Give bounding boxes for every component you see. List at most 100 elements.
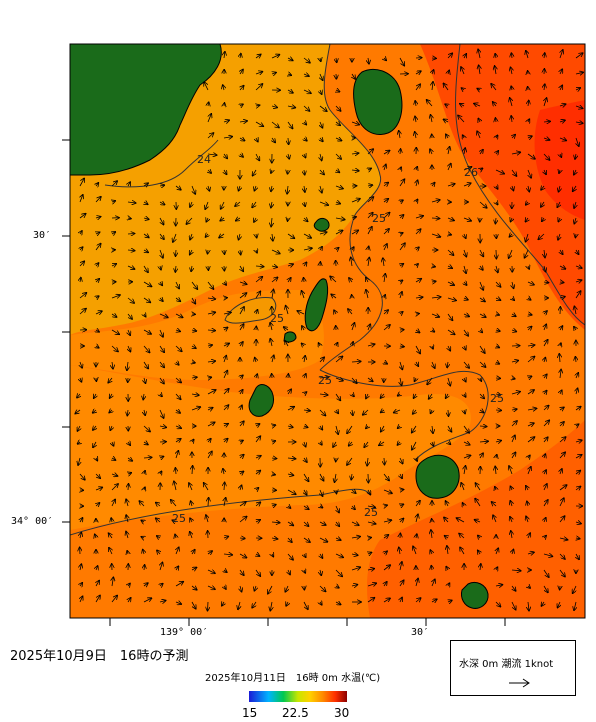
current-arrow	[95, 534, 96, 538]
current-arrow	[491, 84, 497, 91]
current-arrow	[528, 314, 532, 315]
current-arrow	[512, 330, 516, 332]
current-arrow	[575, 471, 580, 475]
current-arrow	[463, 442, 470, 445]
current-arrow	[559, 170, 560, 173]
current-arrow	[368, 246, 369, 250]
current-arrow	[575, 455, 582, 458]
current-arrow	[287, 426, 293, 427]
current-arrow	[364, 441, 368, 447]
current-arrow	[351, 257, 352, 267]
current-arrow	[255, 266, 264, 267]
current-arrow	[223, 343, 229, 346]
current-arrow	[480, 378, 481, 381]
current-arrow	[304, 122, 306, 125]
current-arrow	[272, 425, 275, 426]
current-arrow	[544, 454, 545, 458]
current-arrow	[559, 354, 560, 363]
current-arrow	[336, 410, 338, 413]
current-arrow	[110, 394, 112, 398]
current-arrow	[191, 586, 197, 590]
current-arrow	[511, 421, 517, 427]
current-arrow	[351, 554, 358, 555]
current-arrow	[96, 330, 99, 332]
current-arrow	[383, 565, 390, 571]
lat-label-30min: 30′	[33, 230, 52, 241]
current-arrow	[160, 394, 162, 396]
current-arrow	[80, 195, 83, 203]
current-arrow	[143, 329, 151, 334]
current-arrow	[384, 310, 388, 314]
current-arrow	[575, 486, 581, 490]
current-arrow	[304, 218, 308, 221]
current-arrow	[157, 536, 160, 538]
current-arrow	[112, 232, 115, 234]
current-arrow	[398, 426, 400, 428]
current-arrow	[496, 346, 499, 348]
current-arrow	[512, 435, 515, 443]
current-arrow	[431, 314, 439, 317]
current-arrow	[191, 501, 192, 507]
current-arrow	[127, 297, 134, 303]
current-arrow	[463, 135, 464, 138]
current-arrow	[160, 562, 163, 571]
current-arrow	[383, 229, 389, 235]
current-arrow	[287, 106, 295, 108]
current-arrow	[156, 518, 160, 522]
current-arrow	[95, 311, 102, 314]
current-arrow	[80, 533, 81, 539]
current-arrow	[415, 116, 416, 123]
current-arrow	[415, 216, 423, 218]
current-arrow	[127, 361, 128, 370]
current-arrow	[207, 281, 214, 289]
current-arrow	[478, 49, 480, 59]
current-arrow	[111, 181, 117, 187]
current-arrow	[96, 346, 99, 348]
current-arrow	[352, 323, 355, 331]
current-arrow	[271, 170, 272, 173]
current-arrow	[190, 249, 192, 255]
current-arrow	[112, 201, 115, 202]
current-arrow	[573, 185, 576, 191]
current-arrow	[560, 407, 564, 410]
current-arrow	[287, 458, 296, 459]
current-arrow	[510, 501, 512, 507]
current-arrow	[224, 536, 228, 538]
current-arrow	[271, 121, 279, 128]
current-arrow	[160, 266, 161, 270]
current-arrow	[288, 278, 291, 282]
current-arrow	[160, 298, 163, 301]
current-arrow	[574, 217, 576, 224]
current-arrow	[495, 601, 501, 607]
current-arrow	[560, 282, 564, 283]
current-arrow	[208, 185, 210, 191]
current-arrow	[576, 373, 578, 379]
current-arrow	[96, 566, 98, 570]
current-arrow	[544, 536, 546, 538]
current-arrow	[288, 389, 291, 395]
current-arrow	[320, 90, 322, 94]
current-arrow	[478, 550, 480, 554]
current-arrow	[192, 297, 195, 304]
current-arrow	[574, 306, 576, 315]
current-arrow	[192, 346, 196, 348]
current-arrow	[319, 585, 326, 591]
current-arrow	[525, 218, 528, 222]
current-arrow	[191, 407, 200, 410]
current-arrow	[463, 503, 465, 506]
current-arrow	[351, 153, 359, 154]
current-arrow	[479, 298, 485, 302]
current-arrow	[383, 520, 391, 522]
current-arrow	[526, 516, 528, 523]
contour-label-25: 25	[318, 374, 332, 387]
current-arrow	[527, 501, 528, 507]
current-arrow	[128, 182, 130, 186]
current-arrow	[415, 71, 421, 74]
current-arrow	[480, 393, 484, 398]
current-arrow	[240, 375, 243, 378]
current-arrow	[367, 378, 373, 381]
current-arrow	[77, 394, 80, 398]
current-arrow	[527, 390, 534, 395]
current-arrow	[509, 466, 512, 475]
current-arrow	[400, 457, 403, 464]
